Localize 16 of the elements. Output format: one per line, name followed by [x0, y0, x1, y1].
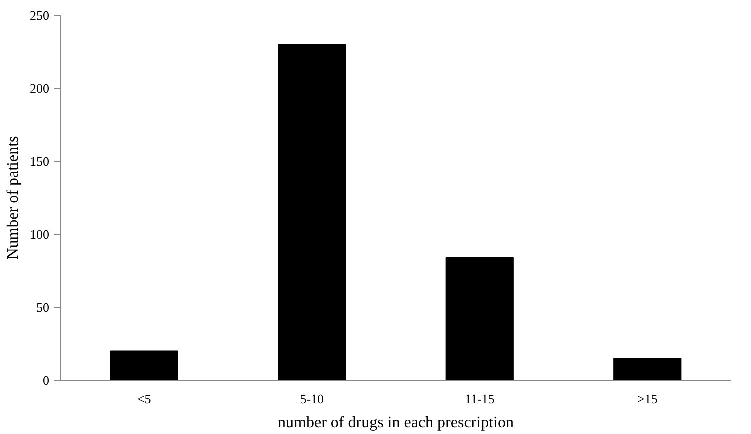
y-tick-label: 150 — [30, 154, 50, 169]
bar — [278, 44, 346, 380]
y-axis-title: Number of patients — [5, 136, 22, 260]
bar — [110, 350, 178, 380]
y-tick-label: 50 — [36, 300, 50, 315]
y-tick-label: 100 — [30, 227, 50, 242]
x-tick-label: 5-10 — [300, 392, 324, 406]
bar — [446, 257, 514, 380]
y-tick-label: 250 — [30, 8, 50, 23]
x-tick-label: >15 — [637, 392, 658, 406]
y-tick-label: 200 — [30, 81, 50, 96]
x-tick-label: <5 — [137, 392, 152, 406]
x-tick-label: 11-15 — [464, 392, 495, 406]
y-tick-label: 0 — [43, 373, 50, 388]
bar — [614, 358, 682, 380]
x-axis-title: number of drugs in each prescription — [278, 414, 514, 432]
